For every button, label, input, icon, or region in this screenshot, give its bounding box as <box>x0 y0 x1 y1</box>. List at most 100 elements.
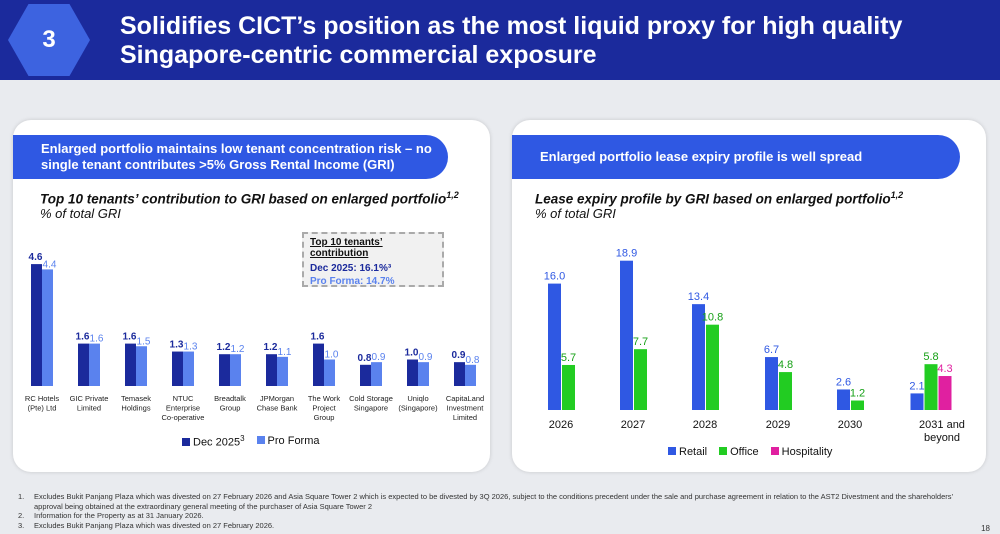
bar-value-label: 10.8 <box>702 312 723 324</box>
category-label: 2029 <box>766 419 790 431</box>
category-label: Singapore <box>354 404 388 413</box>
category-label: GIC Private <box>70 394 109 403</box>
bar-pro-forma <box>183 351 194 386</box>
category-label: Group <box>314 413 335 422</box>
bar-value-label: 13.4 <box>688 291 709 303</box>
bar-retail <box>692 304 705 410</box>
bar-value-label: 4.3 <box>937 363 952 375</box>
category-label: Cold Storage <box>349 394 393 403</box>
category-label: RC Hotels <box>25 394 59 403</box>
bar-pro-forma <box>136 346 147 386</box>
bar-value-label: 1.6 <box>123 332 137 343</box>
bar-value-label: 7.7 <box>633 336 648 348</box>
callout-heading: Top 10 tenants’ contribution <box>310 237 383 259</box>
category-label: Limited <box>453 413 477 422</box>
bar-office <box>706 324 719 410</box>
bar-value-label: 1.2 <box>231 344 245 355</box>
bar-value-label: 0.9 <box>372 352 386 363</box>
footnote-3: 3. Excludes Bukit Panjang Plaza which was… <box>18 520 275 530</box>
bar-pro-forma <box>324 359 335 386</box>
bar-value-label: 0.8 <box>358 353 372 364</box>
bar-value-label: 4.6 <box>29 252 43 263</box>
bar-hospitality <box>938 376 952 410</box>
category-label: 2027 <box>621 419 645 431</box>
bar-dec-2025 <box>360 364 371 386</box>
bar-dec-2025 <box>78 343 89 386</box>
bar-value-label: 1.3 <box>184 342 198 353</box>
bar-dec-2025 <box>31 264 42 386</box>
category-label: Co-operative <box>162 413 205 422</box>
page-title: Solidifies CICT’s position as the most l… <box>120 12 903 69</box>
bar-dec-2025 <box>313 343 324 386</box>
lease-chart-title: Lease expiry profile by GRI based on enl… <box>535 190 904 207</box>
tenants-legend: Dec 20253 Pro Forma <box>182 434 320 449</box>
bar-value-label: 2.6 <box>836 376 851 388</box>
bar-value-label: 5.8 <box>923 351 938 363</box>
bar-dec-2025 <box>172 351 183 386</box>
bar-retail <box>910 393 924 410</box>
category-label: Group <box>220 404 241 413</box>
category-label: beyond <box>924 432 960 444</box>
bar-office <box>779 372 792 410</box>
category-label: The Work <box>308 394 341 403</box>
category-label: Investment <box>447 404 485 413</box>
bar-value-label: 1.2 <box>217 342 231 353</box>
bar-value-label: 0.8 <box>466 355 480 366</box>
callout-dec: Dec 2025: 16.1%³ <box>310 263 392 274</box>
bar-retail <box>837 389 850 410</box>
footnote-2: 2. Information for the Property as at 31 … <box>18 511 204 520</box>
bar-office <box>634 349 647 410</box>
category-label: 2028 <box>693 419 717 431</box>
bar-pro-forma <box>418 362 429 386</box>
bar-retail <box>548 283 561 410</box>
bar-value-label: 4.4 <box>43 259 57 270</box>
bar-value-label: 1.5 <box>137 336 151 347</box>
bar-pro-forma <box>277 356 288 386</box>
bar-dec-2025 <box>266 354 277 386</box>
category-label: 2030 <box>838 419 862 431</box>
category-label: Chase Bank <box>257 404 298 413</box>
lease-chart-subtitle: % of total GRI <box>535 206 616 221</box>
category-label: 2031 and <box>919 419 965 431</box>
bar-value-label: 4.8 <box>778 359 793 371</box>
legend-office: Office <box>719 446 759 458</box>
lease-chart: 16.0 5.7 2026 18.9 7.7 2027 13.4 10.8 2028 6.7 4.8… <box>544 248 965 444</box>
callout-pro: Pro Forma: 14.7% <box>310 276 395 287</box>
category-label: Temasek <box>121 394 151 403</box>
legend-pro: Pro Forma <box>256 435 320 447</box>
category-label: Project <box>312 404 336 413</box>
bar-value-label: 1.1 <box>278 347 292 358</box>
bar-value-label: 1.0 <box>325 350 339 361</box>
category-label: JPMorgan <box>260 394 294 403</box>
category-label: (Pte) Ltd <box>28 404 57 413</box>
bar-value-label: 6.7 <box>764 344 779 356</box>
tenants-banner: Enlarged portfolio maintains low tenant … <box>13 135 448 179</box>
bar-value-label: 18.9 <box>616 248 637 260</box>
tenants-chart-subtitle: % of total GRI <box>40 206 121 221</box>
bar-value-label: 1.6 <box>311 332 325 343</box>
lease-legend: Retail Office Hospitality <box>668 446 832 458</box>
category-label: CapitaLand <box>446 394 484 403</box>
bar-value-label: 2.1 <box>909 380 924 392</box>
page-number: 18 <box>981 524 990 533</box>
bar-pro-forma <box>89 343 100 386</box>
bar-value-label: 16.0 <box>544 271 565 283</box>
legend-hospitality: Hospitality <box>770 446 832 458</box>
bar-value-label: 0.9 <box>452 350 466 361</box>
bar-office <box>924 364 938 410</box>
bar-dec-2025 <box>407 359 418 386</box>
tenants-chart-title: Top 10 tenants’ contribution to GRI base… <box>40 190 459 207</box>
bar-value-label: 1.2 <box>850 388 865 400</box>
bar-value-label: 5.7 <box>561 352 576 364</box>
bar-office <box>851 400 864 410</box>
footnotes: 1. Excludes Bukit Panjang Plaza which was… <box>18 492 968 530</box>
bar-value-label: 1.6 <box>76 332 90 343</box>
bar-dec-2025 <box>125 343 136 386</box>
category-label: Uniqlo <box>407 394 428 403</box>
category-label: Limited <box>77 404 101 413</box>
category-label: Enterprise <box>166 404 200 413</box>
legend-dec: Dec 20253 <box>182 434 245 449</box>
bar-value-label: 1.6 <box>90 334 104 345</box>
header-band: 3 Solidifies CICT’s position as the most… <box>0 0 1000 80</box>
